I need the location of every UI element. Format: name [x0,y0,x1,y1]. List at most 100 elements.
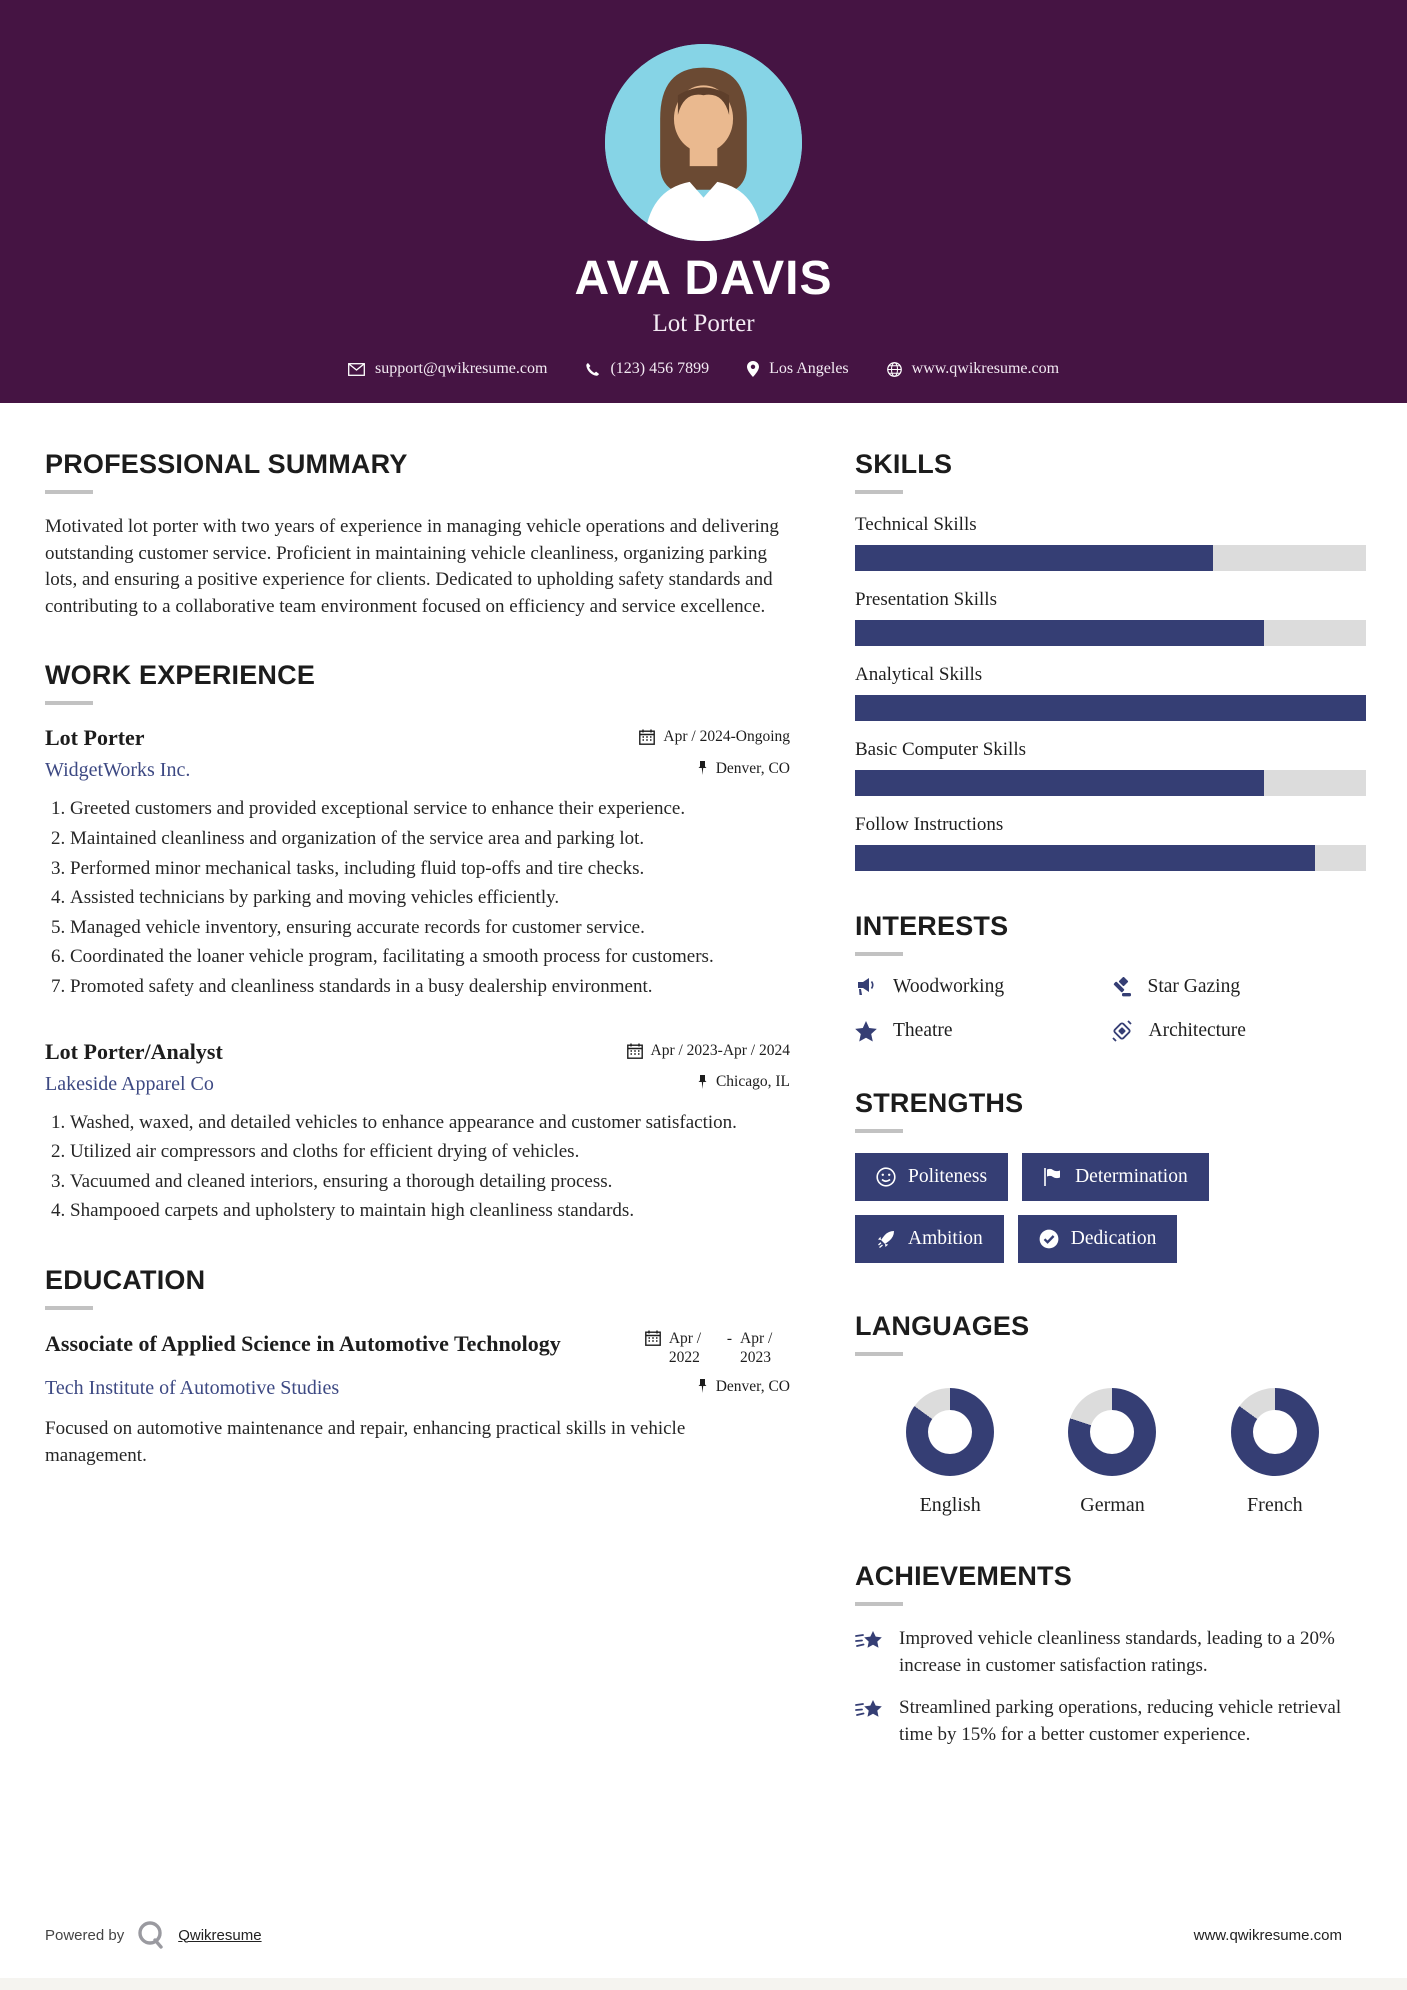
job-location: Chicago, IL [697,1073,790,1091]
profile-photo [605,44,802,241]
megaphone-icon [858,978,874,995]
job-bullet: Greeted customers and provided exception… [70,796,790,823]
summary-text: Motivated lot porter with two years of e… [45,516,779,617]
strength-label: Determination [1075,1166,1188,1187]
location-pin-icon [747,361,760,377]
right-column: SKILLS Technical Skills Presentation Ski… [855,449,1366,1788]
section-skills: SKILLS Technical Skills Presentation Ski… [855,449,1366,871]
contact-location: Los Angeles [769,360,849,377]
smiley-icon [876,1167,896,1187]
skill-item: Analytical Skills [855,664,1366,721]
skill-label: Analytical Skills [855,664,983,685]
pushpin-icon [698,1074,707,1089]
job-dates-text: Apr / 2023-Apr / 2024 [650,1041,791,1059]
qwikresume-logo [138,1921,163,1949]
gavel-icon [1113,976,1131,996]
section-underline [45,701,93,706]
skill-label: Basic Computer Skills [855,739,1026,760]
skills-list: Technical Skills Presentation Skills Ana… [855,514,1366,871]
job-bullet-list: Washed, waxed, and detailed vehicles to … [45,1110,790,1225]
job-title-header: Lot Porter [652,310,755,337]
language-item: German [1031,1388,1193,1517]
phone-icon [586,362,600,376]
interest-item: Theatre [855,1020,1111,1042]
skill-bar-track [855,770,1366,796]
section-strengths: STRENGTHS Politeness Determination Ambit… [855,1088,1366,1263]
section-achievements: ACHIEVEMENTS Improved vehicle cleanlines… [855,1561,1366,1748]
person-name: AVA DAVIS [574,252,833,305]
job-bullet: Performed minor mechanical tasks, includ… [70,856,790,883]
strength-label: Dedication [1070,1228,1157,1249]
job-bullet: Maintained cleanliness and organization … [70,826,790,853]
globe-icon [886,361,902,377]
section-underline [45,1305,93,1310]
section-education: EDUCATION Associate of Applied Science i… [45,1265,790,1469]
section-underline [45,490,93,494]
education-location-text: Denver, CO [715,1377,790,1395]
skill-bar-track [855,695,1366,721]
language-donut-chart [906,1388,995,1476]
job-dates-text: Apr / 2024-Ongoing [663,728,790,746]
envelope-icon [348,362,365,376]
interest-label: Star Gazing [1147,976,1241,997]
qwikresume-link[interactable]: Qwikresume [178,1926,262,1944]
strength-badge-determination: Determination [1022,1153,1209,1201]
skill-bar-fill [855,695,1366,721]
job-bullet: Assisted technicians by parking and movi… [70,885,790,912]
job-bullet: Coordinated the loaner vehicle program, … [70,944,790,971]
interest-item: Woodworking [855,976,1111,998]
language-item: English [869,1388,1031,1517]
stamp-icon [1111,1020,1132,1042]
languages-list: English German French [855,1376,1366,1517]
language-label: French [1247,1494,1303,1516]
powered-by-label: Powered by [45,1926,125,1944]
footer-site-link[interactable]: www.qwikresume.com [1193,1926,1342,1944]
contact-email-link[interactable]: support@qwikresume.com [336,360,559,378]
section-underline [855,952,903,956]
achievement-item: Improved vehicle cleanliness standards, … [855,1626,1366,1679]
strength-label: Ambition [908,1228,983,1249]
interest-label: Woodworking [893,976,1005,997]
contact-phone-link[interactable]: (123) 456 7899 [573,360,721,378]
job-bullet-list: Greeted customers and provided exception… [45,796,790,1000]
shooting-star-icon [855,1700,882,1717]
pushpin-icon [698,761,707,776]
job-dates: Apr / 2023-Apr / 2024 [626,1041,791,1060]
school-link[interactable]: Tech Institute of Automotive Studies [45,1377,340,1400]
section-underline [855,490,903,494]
job-dates: Apr / 2024-Ongoing [639,728,790,746]
strength-label: Politeness [908,1166,988,1187]
section-interests: INTERESTS Woodworking Star Gazing Theatr… [855,911,1366,1042]
degree-title: Associate of Applied Science in Automoti… [45,1330,561,1356]
contact-location-link[interactable]: Los Angeles [735,360,861,378]
achievements-list: Improved vehicle cleanliness standards, … [855,1626,1366,1748]
achievement-text: Streamlined parking operations, reducing… [899,1697,1342,1745]
header: AVA DAVIS Lot Porter support@qwikresume.… [0,0,1407,403]
rocket-icon [878,1231,894,1248]
language-donut-chart [1230,1388,1319,1476]
flag-icon [1044,1168,1061,1186]
skill-bar-track [855,845,1366,871]
company-link[interactable]: WidgetWorks Inc. [45,759,191,782]
education-date-end: Apr / 2023 [740,1329,773,1366]
language-label: English [919,1494,981,1516]
pushpin-icon [698,1379,707,1394]
star-icon [855,1020,877,1041]
contact-phone: (123) 456 7899 [610,360,710,377]
donut-hole [1090,1410,1135,1454]
contact-website-link[interactable]: www.qwikresume.com [875,360,1071,378]
footer: Powered by Qwikresume www.qwikresume.com [0,1918,1407,1978]
education-description: Focused on automotive maintenance and re… [45,1418,686,1466]
calendar-icon [644,1330,661,1346]
profile-photo-illustration [605,44,802,241]
language-donut-chart [1068,1388,1157,1476]
donut-hole [928,1410,973,1454]
section-underline [855,1352,903,1356]
section-professional-summary: PROFESSIONAL SUMMARY Motivated lot porte… [45,449,790,620]
education-date-separator: - [726,1329,732,1347]
job-location-text: Chicago, IL [715,1073,790,1091]
section-heading-interests: INTERESTS [855,911,1009,941]
skill-bar-track [855,620,1366,646]
company-link[interactable]: Lakeside Apparel Co [45,1072,214,1095]
skill-item: Technical Skills [855,514,1366,571]
